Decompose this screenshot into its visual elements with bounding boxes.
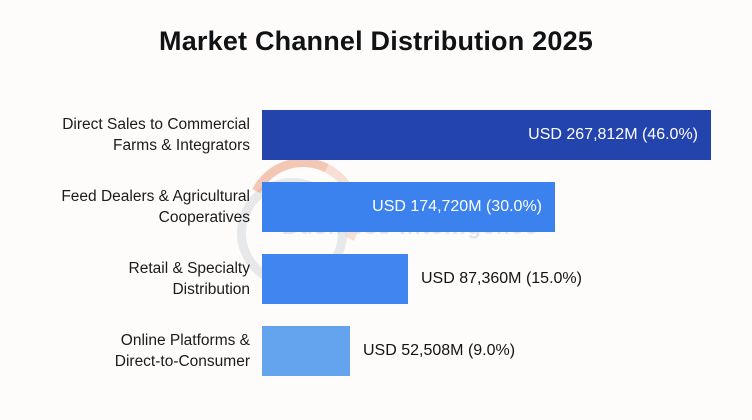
bar-track: USD 87,360M (15.0%) bbox=[262, 254, 746, 304]
bar-retail-specialty bbox=[262, 254, 408, 304]
category-label: Online Platforms & Direct-to-Consumer bbox=[114, 332, 250, 370]
bar-online-platforms bbox=[262, 326, 350, 376]
category-label: Feed Dealers & Agricultural Cooperatives bbox=[61, 188, 250, 226]
bar-row: Retail & Specialty Distribution USD 87,3… bbox=[0, 254, 752, 304]
value-label: USD 174,720M (30.0%) bbox=[372, 198, 542, 215]
bar-feed-dealers: USD 174,720M (30.0%) bbox=[262, 182, 555, 232]
bar-row: Feed Dealers & Agricultural Cooperatives… bbox=[0, 182, 752, 232]
value-label: USD 87,360M (15.0%) bbox=[421, 270, 582, 287]
chart-title: Market Channel Distribution 2025 bbox=[159, 26, 593, 56]
value-label: USD 52,508M (9.0%) bbox=[363, 342, 516, 359]
bar-track: USD 267,812M (46.0%) bbox=[262, 110, 746, 160]
bar-row: Direct Sales to Commercial Farms & Integ… bbox=[0, 110, 752, 160]
bar-row: Online Platforms & Direct-to-Consumer US… bbox=[0, 326, 752, 376]
bar-track: USD 52,508M (9.0%) bbox=[262, 326, 746, 376]
bar-direct-sales: USD 267,812M (46.0%) bbox=[262, 110, 711, 160]
value-label: USD 267,812M (46.0%) bbox=[528, 126, 698, 143]
category-label: Retail & Specialty Distribution bbox=[128, 260, 250, 298]
category-label: Direct Sales to Commercial Farms & Integ… bbox=[62, 116, 250, 154]
bar-track: USD 174,720M (30.0%) bbox=[262, 182, 746, 232]
